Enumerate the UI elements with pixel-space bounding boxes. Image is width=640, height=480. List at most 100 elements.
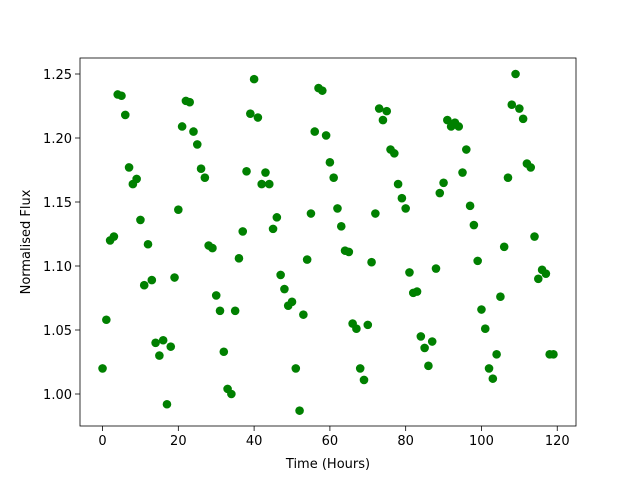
point <box>158 335 168 345</box>
point <box>166 342 176 351</box>
point <box>333 204 342 213</box>
point <box>473 256 482 266</box>
point <box>299 310 308 319</box>
point <box>132 174 141 184</box>
point <box>541 269 551 278</box>
point <box>507 100 517 110</box>
point <box>242 166 251 176</box>
point <box>117 91 126 101</box>
point <box>412 287 422 296</box>
point <box>477 305 486 314</box>
point <box>431 264 441 273</box>
point <box>462 145 471 154</box>
point <box>185 97 194 107</box>
point <box>465 201 475 211</box>
point <box>397 193 407 203</box>
point <box>211 291 221 300</box>
point <box>488 374 498 383</box>
point <box>533 274 543 284</box>
x-tick-label: 100 <box>469 434 494 449</box>
point <box>526 163 536 172</box>
point <box>287 297 297 307</box>
x-tick-label: 20 <box>170 434 187 449</box>
point <box>147 275 157 285</box>
point <box>336 222 346 231</box>
point <box>280 284 289 294</box>
point <box>200 173 210 182</box>
point <box>329 173 338 182</box>
point <box>405 268 414 277</box>
point <box>170 273 179 282</box>
point <box>219 347 229 357</box>
point <box>310 127 320 136</box>
point <box>162 399 172 409</box>
point <box>177 122 187 131</box>
point <box>518 114 528 124</box>
point <box>549 350 558 359</box>
point <box>257 179 266 189</box>
point <box>443 115 452 125</box>
point <box>253 113 263 122</box>
point <box>435 188 445 198</box>
point <box>215 306 225 316</box>
point <box>484 364 494 373</box>
y-tick-label: 1.00 <box>43 388 72 403</box>
point <box>424 361 433 371</box>
point <box>359 375 369 385</box>
y-axis-label: Normalised Flux <box>19 189 34 294</box>
point <box>174 205 183 214</box>
point <box>480 324 490 334</box>
point <box>454 122 464 131</box>
point <box>503 173 513 182</box>
point <box>355 364 365 373</box>
point <box>344 247 354 257</box>
point <box>321 131 331 140</box>
point <box>272 213 282 222</box>
point <box>352 324 361 334</box>
point <box>276 270 285 280</box>
point <box>155 351 164 360</box>
x-tick-label: 0 <box>98 434 106 449</box>
point <box>515 104 524 113</box>
point <box>124 163 134 172</box>
point <box>196 164 206 174</box>
point <box>382 106 392 116</box>
point <box>458 168 467 177</box>
point <box>102 315 111 325</box>
point <box>246 109 255 118</box>
point <box>261 168 270 177</box>
point <box>416 332 426 341</box>
point <box>136 215 145 225</box>
point <box>427 337 437 346</box>
point <box>420 343 429 353</box>
point <box>530 232 539 241</box>
point <box>143 239 153 249</box>
point <box>318 86 327 95</box>
point <box>390 149 399 158</box>
point <box>192 140 202 149</box>
point <box>492 350 501 359</box>
point <box>268 224 278 234</box>
point <box>393 179 403 189</box>
point <box>378 115 388 125</box>
y-tick-label: 1.10 <box>43 260 72 275</box>
point <box>109 232 119 241</box>
plot-frame <box>79 57 577 427</box>
point <box>469 220 479 230</box>
point <box>227 389 236 399</box>
point <box>98 364 107 373</box>
x-tick-label: 80 <box>397 434 414 449</box>
point <box>230 306 240 316</box>
point <box>401 204 410 213</box>
point <box>189 127 198 136</box>
point <box>499 242 509 252</box>
x-tick-label: 120 <box>545 434 570 449</box>
point <box>371 209 380 218</box>
point <box>325 158 335 167</box>
point <box>234 254 244 263</box>
point <box>302 255 312 264</box>
x-axis-label: Time (Hours) <box>285 457 370 472</box>
y-tick-label: 1.20 <box>43 132 72 147</box>
